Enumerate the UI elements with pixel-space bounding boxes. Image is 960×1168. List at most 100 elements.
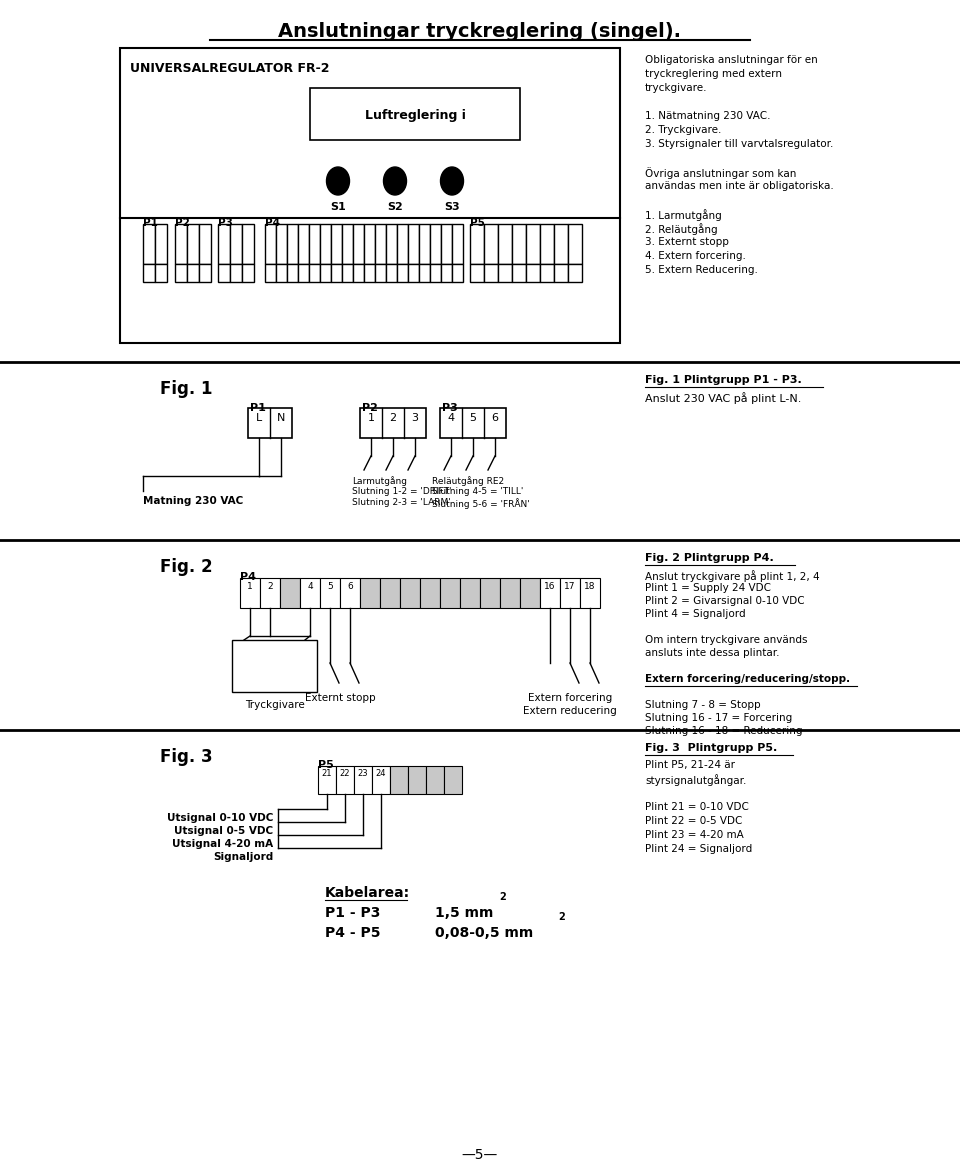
Bar: [526, 264, 540, 281]
Bar: [484, 264, 498, 281]
Bar: [498, 264, 512, 281]
Text: P1 - P3: P1 - P3: [325, 906, 380, 920]
Bar: [441, 264, 452, 281]
Text: Plint 21 = 0-10 VDC: Plint 21 = 0-10 VDC: [645, 802, 749, 812]
Text: användas men inte är obligatoriska.: användas men inte är obligatoriska.: [645, 181, 833, 192]
Text: Plint 23 = 4-20 mA: Plint 23 = 4-20 mA: [645, 830, 744, 840]
Text: 1. Nätmatning 230 VAC.: 1. Nätmatning 230 VAC.: [645, 111, 771, 121]
Text: Extern forcering/reducering/stopp.: Extern forcering/reducering/stopp.: [645, 674, 851, 684]
Bar: [386, 264, 397, 281]
Bar: [331, 224, 342, 264]
Bar: [265, 224, 276, 264]
Text: 2. Tryckgivare.: 2. Tryckgivare.: [645, 125, 721, 135]
Bar: [360, 578, 380, 609]
Text: Anslut 230 VAC på plint L-N.: Anslut 230 VAC på plint L-N.: [645, 392, 802, 404]
Bar: [265, 264, 276, 281]
Text: Fig. 1 Plintgrupp P1 - P3.: Fig. 1 Plintgrupp P1 - P3.: [645, 375, 802, 385]
Text: tryckreglering med extern: tryckreglering med extern: [645, 69, 782, 79]
Bar: [298, 224, 309, 264]
Bar: [120, 48, 620, 343]
Bar: [364, 224, 375, 264]
Text: 5: 5: [327, 582, 333, 591]
Text: Plint 24 = Signaljord: Plint 24 = Signaljord: [645, 844, 753, 854]
Text: Fig. 1: Fig. 1: [160, 380, 212, 398]
Text: Fig. 3: Fig. 3: [160, 748, 212, 766]
Text: —5—: —5—: [462, 1148, 498, 1162]
Text: Plint 1 = Supply 24 VDC: Plint 1 = Supply 24 VDC: [645, 583, 771, 593]
Bar: [175, 264, 187, 281]
Text: 4: 4: [447, 413, 455, 423]
Bar: [452, 224, 463, 264]
Bar: [354, 766, 372, 794]
Bar: [287, 224, 298, 264]
Bar: [430, 224, 441, 264]
Text: 21: 21: [322, 769, 332, 778]
Bar: [360, 408, 426, 438]
Bar: [242, 224, 254, 264]
Text: 16: 16: [544, 582, 556, 591]
Text: Extern reducering: Extern reducering: [523, 705, 617, 716]
Text: Slutning 7 - 8 = Stopp: Slutning 7 - 8 = Stopp: [645, 700, 760, 710]
Bar: [386, 224, 397, 264]
Bar: [187, 224, 199, 264]
Text: Reläutgång RE2: Reläutgång RE2: [432, 477, 504, 486]
Text: Anslut tryckgivare på plint 1, 2, 4: Anslut tryckgivare på plint 1, 2, 4: [645, 570, 820, 582]
Bar: [568, 264, 582, 281]
Text: 22: 22: [340, 769, 350, 778]
Text: P4 - P5: P4 - P5: [325, 926, 380, 940]
Bar: [452, 264, 463, 281]
Bar: [175, 224, 187, 264]
Text: Plint 2 = Givarsignal 0-10 VDC: Plint 2 = Givarsignal 0-10 VDC: [645, 596, 804, 606]
Text: 4: 4: [307, 582, 313, 591]
Text: Slutning 16 - 17 = Forcering: Slutning 16 - 17 = Forcering: [645, 712, 792, 723]
Text: Extern forcering: Extern forcering: [528, 693, 612, 703]
Bar: [280, 578, 300, 609]
Bar: [484, 224, 498, 264]
Text: 1,5 mm: 1,5 mm: [435, 906, 493, 920]
Bar: [540, 224, 554, 264]
Ellipse shape: [326, 167, 349, 195]
Text: tryckgivare.: tryckgivare.: [645, 83, 708, 93]
Bar: [276, 224, 287, 264]
Text: 5: 5: [469, 413, 476, 423]
Text: S1: S1: [330, 202, 346, 213]
Bar: [512, 224, 526, 264]
Text: 17: 17: [564, 582, 576, 591]
Bar: [408, 264, 419, 281]
Bar: [375, 224, 386, 264]
Text: Om intern tryckgivare används: Om intern tryckgivare används: [645, 635, 807, 645]
Bar: [353, 224, 364, 264]
Text: Slutning 2-3 = 'LARM': Slutning 2-3 = 'LARM': [352, 498, 451, 507]
Text: Övriga anslutningar som kan: Övriga anslutningar som kan: [645, 167, 797, 179]
Bar: [199, 224, 211, 264]
Text: 4. Extern forcering.: 4. Extern forcering.: [645, 251, 746, 260]
Bar: [460, 578, 480, 609]
Bar: [143, 264, 155, 281]
Bar: [380, 578, 400, 609]
Bar: [260, 578, 280, 609]
Text: N: N: [276, 413, 285, 423]
Text: P2: P2: [175, 218, 190, 228]
Bar: [390, 766, 408, 794]
Bar: [440, 408, 506, 438]
Bar: [336, 766, 354, 794]
Text: P5: P5: [470, 218, 485, 228]
Bar: [540, 578, 560, 609]
Text: Luftreglering i: Luftreglering i: [365, 110, 466, 123]
Text: 2: 2: [499, 892, 506, 902]
Text: 3. Externt stopp: 3. Externt stopp: [645, 237, 729, 246]
Bar: [218, 264, 230, 281]
Bar: [187, 264, 199, 281]
Text: 5. Extern Reducering.: 5. Extern Reducering.: [645, 265, 757, 274]
Text: Fig. 2 Plintgrupp P4.: Fig. 2 Plintgrupp P4.: [645, 552, 774, 563]
Bar: [580, 578, 600, 609]
Text: 2. Reläutgång: 2. Reläutgång: [645, 223, 718, 235]
Bar: [400, 578, 420, 609]
Bar: [430, 264, 441, 281]
Text: Anslutningar tryckreglering (singel).: Anslutningar tryckreglering (singel).: [278, 22, 682, 41]
Text: 24: 24: [375, 769, 386, 778]
Text: Plint 22 = 0-5 VDC: Plint 22 = 0-5 VDC: [645, 816, 742, 826]
Bar: [287, 264, 298, 281]
Bar: [470, 224, 484, 264]
Text: Utsignal 4-20 mA: Utsignal 4-20 mA: [172, 839, 273, 849]
